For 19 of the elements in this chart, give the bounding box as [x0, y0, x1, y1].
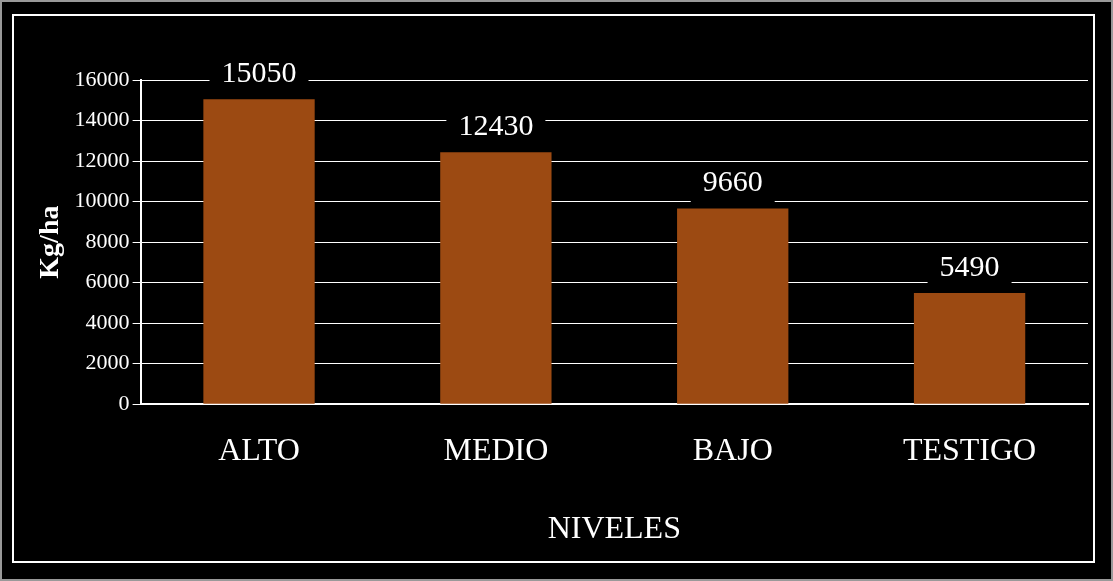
x-tick-label: BAJO	[692, 430, 773, 467]
y-tick-label: 8000	[85, 227, 130, 253]
data-label: 5490	[939, 248, 1000, 282]
y-tick-label: 6000	[85, 268, 130, 294]
y-tick-label: 12000	[74, 146, 130, 172]
x-axis-title: NIVELES	[547, 509, 681, 546]
x-tick-label: MEDIO	[443, 430, 549, 467]
x-tick-label: TESTIGO	[902, 430, 1037, 467]
y-tick-label: 4000	[85, 308, 130, 334]
y-axis-title: Kg/ha	[33, 205, 65, 279]
data-label: 12430	[458, 108, 534, 142]
data-label: 9660	[702, 164, 763, 198]
y-tick-label: 16000	[74, 65, 130, 91]
y-tick-label: 0	[118, 389, 130, 415]
y-tick-label: 14000	[74, 106, 130, 132]
data-label: 15050	[221, 55, 297, 89]
x-tick-label: ALTO	[218, 430, 300, 467]
y-tick-label: 2000	[85, 349, 130, 375]
y-tick-label: 10000	[74, 187, 130, 213]
